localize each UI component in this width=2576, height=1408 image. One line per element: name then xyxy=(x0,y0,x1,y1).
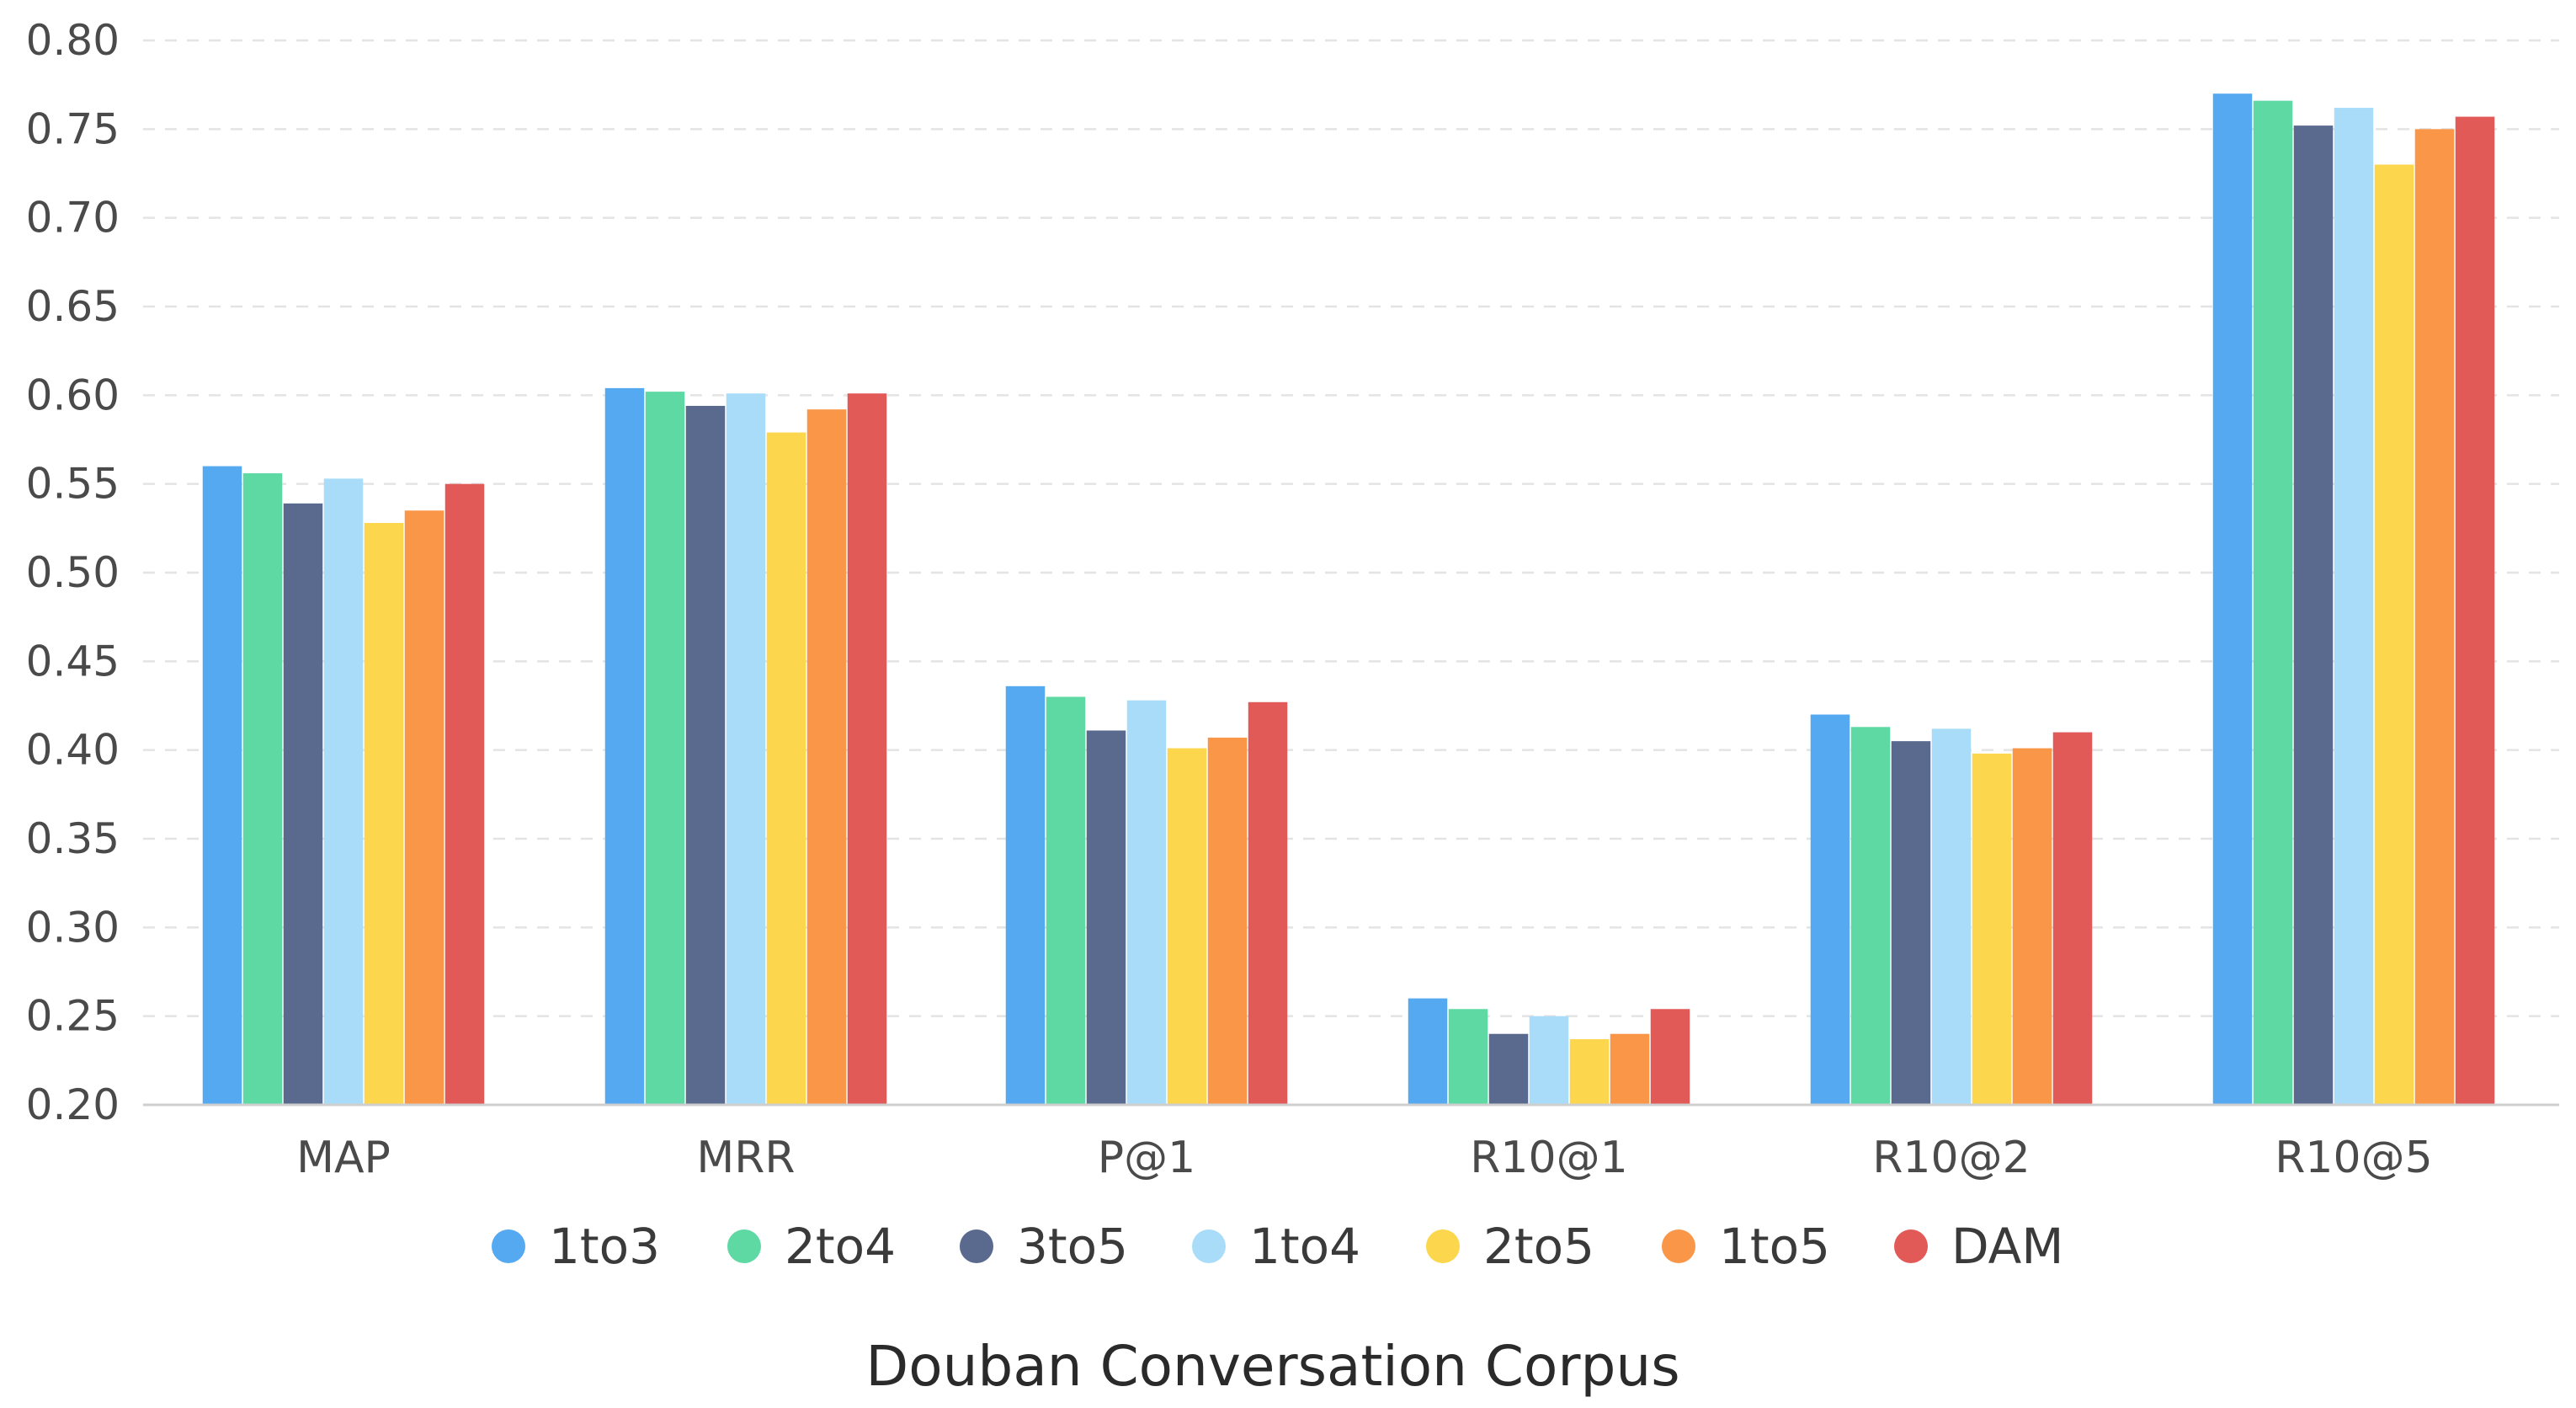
legend-item-1to3: 1to3 xyxy=(492,1218,660,1275)
bar-1to3-MRR xyxy=(604,387,645,1105)
y-tick-label: 0.40 xyxy=(26,726,120,775)
bar-1to5-R10@1 xyxy=(1610,1033,1650,1105)
bar-1to4-R10@5 xyxy=(2334,108,2374,1105)
y-tick-label: 0.70 xyxy=(26,194,120,243)
legend-label: 2to5 xyxy=(1483,1218,1594,1275)
y-tick-label: 0.50 xyxy=(26,548,120,597)
bar-DAM-R10@1 xyxy=(1650,1009,1690,1105)
bar-2to5-MAP xyxy=(364,523,404,1105)
bar-DAM-MAP xyxy=(444,483,485,1105)
legend-item-1to4: 1to4 xyxy=(1192,1218,1360,1275)
bar-1to3-R10@2 xyxy=(1810,714,1850,1105)
y-tick-label: 0.60 xyxy=(26,371,120,419)
bar-2to4-MRR xyxy=(645,392,685,1105)
x-tick-label: R10@2 xyxy=(1872,1133,2030,1183)
bar-1to3-R10@1 xyxy=(1408,998,1448,1105)
legend-label: 1to3 xyxy=(549,1218,660,1275)
y-tick-label: 0.65 xyxy=(26,282,120,331)
bar-1to5-P@1 xyxy=(1207,737,1248,1105)
bars xyxy=(202,93,2495,1106)
x-axis-categories: MAP MRR P@1 R10@1 R10@2 R10@5 xyxy=(296,1133,2433,1183)
legend-label: 1to4 xyxy=(1249,1218,1360,1275)
bar-2to4-R10@2 xyxy=(1850,727,1891,1105)
bar-1to5-R10@5 xyxy=(2414,129,2455,1105)
bar-2to5-P@1 xyxy=(1167,748,1207,1105)
legend-swatch xyxy=(1894,1229,1928,1263)
bar-1to5-R10@2 xyxy=(2012,748,2052,1105)
bar-DAM-R10@5 xyxy=(2455,116,2495,1105)
bar-2to5-R10@2 xyxy=(1972,753,2012,1105)
bar-2to4-P@1 xyxy=(1046,696,1086,1105)
bar-3to5-R10@1 xyxy=(1488,1033,1529,1105)
bar-1to4-R10@1 xyxy=(1529,1016,1569,1105)
bar-3to5-MAP xyxy=(283,503,323,1105)
y-tick-label: 0.20 xyxy=(26,1080,120,1129)
bar-2to4-MAP xyxy=(242,473,283,1105)
y-tick-label: 0.30 xyxy=(26,903,120,952)
legend-item-1to5: 1to5 xyxy=(1662,1218,1830,1275)
x-tick-label: MAP xyxy=(296,1133,391,1183)
y-tick-label: 0.75 xyxy=(26,104,120,153)
y-tick-label: 0.45 xyxy=(26,637,120,685)
bar-1to4-MAP xyxy=(323,478,364,1105)
y-axis-ticks: 0.20 0.25 0.30 0.35 0.40 0.45 0.50 0.55 0.60 0.65… xyxy=(26,16,120,1129)
bar-2to5-MRR xyxy=(766,432,806,1105)
y-tick-label: 0.25 xyxy=(26,992,120,1041)
legend: 1to3 2to4 3to5 1to4 2to5 1to5 DAM xyxy=(492,1218,2063,1275)
legend-item-DAM: DAM xyxy=(1894,1218,2063,1275)
bar-DAM-R10@2 xyxy=(2052,732,2093,1105)
y-tick-label: 0.35 xyxy=(26,814,120,863)
x-tick-label: MRR xyxy=(696,1133,795,1183)
y-tick-label: 0.80 xyxy=(26,16,120,65)
y-tick-label: 0.55 xyxy=(26,460,120,509)
chart-title: Douban Conversation Corpus xyxy=(865,1334,1679,1399)
bar-2to5-R10@1 xyxy=(1569,1039,1610,1105)
bar-3to5-MRR xyxy=(685,405,726,1105)
bar-1to5-MRR xyxy=(806,409,847,1106)
bar-1to5-MAP xyxy=(404,510,444,1105)
bar-1to3-P@1 xyxy=(1005,685,1046,1105)
bar-DAM-MRR xyxy=(847,393,887,1105)
bar-1to3-MAP xyxy=(202,466,242,1105)
legend-item-2to4: 2to4 xyxy=(727,1218,896,1275)
legend-swatch xyxy=(1662,1229,1695,1263)
bar-1to3-R10@5 xyxy=(2212,93,2253,1106)
bar-1to4-R10@2 xyxy=(1931,728,1972,1105)
bar-3to5-R10@5 xyxy=(2293,125,2334,1105)
legend-item-3to5: 3to5 xyxy=(960,1218,1128,1275)
x-tick-label: P@1 xyxy=(1098,1133,1195,1183)
legend-label: DAM xyxy=(1951,1218,2063,1275)
bar-2to4-R10@1 xyxy=(1448,1009,1488,1105)
legend-swatch xyxy=(1192,1229,1226,1263)
x-tick-label: R10@1 xyxy=(1470,1133,1627,1183)
bar-3to5-P@1 xyxy=(1086,730,1126,1105)
bar-2to4-R10@5 xyxy=(2253,100,2293,1105)
gridlines xyxy=(143,39,2559,1017)
bar-1to4-P@1 xyxy=(1126,700,1167,1105)
bar-1to4-MRR xyxy=(726,393,766,1105)
legend-label: 2to4 xyxy=(785,1218,896,1275)
legend-label: 1to5 xyxy=(1719,1218,1830,1275)
legend-swatch xyxy=(1426,1229,1460,1263)
bar-2to5-R10@5 xyxy=(2374,164,2414,1105)
bar-3to5-R10@2 xyxy=(1891,741,1931,1105)
legend-label: 3to5 xyxy=(1017,1218,1128,1275)
legend-swatch xyxy=(960,1229,993,1263)
bar-DAM-P@1 xyxy=(1248,701,1288,1105)
legend-swatch xyxy=(492,1229,525,1263)
legend-swatch xyxy=(727,1229,761,1263)
x-tick-label: R10@5 xyxy=(2275,1133,2432,1183)
legend-item-2to5: 2to5 xyxy=(1426,1218,1594,1275)
